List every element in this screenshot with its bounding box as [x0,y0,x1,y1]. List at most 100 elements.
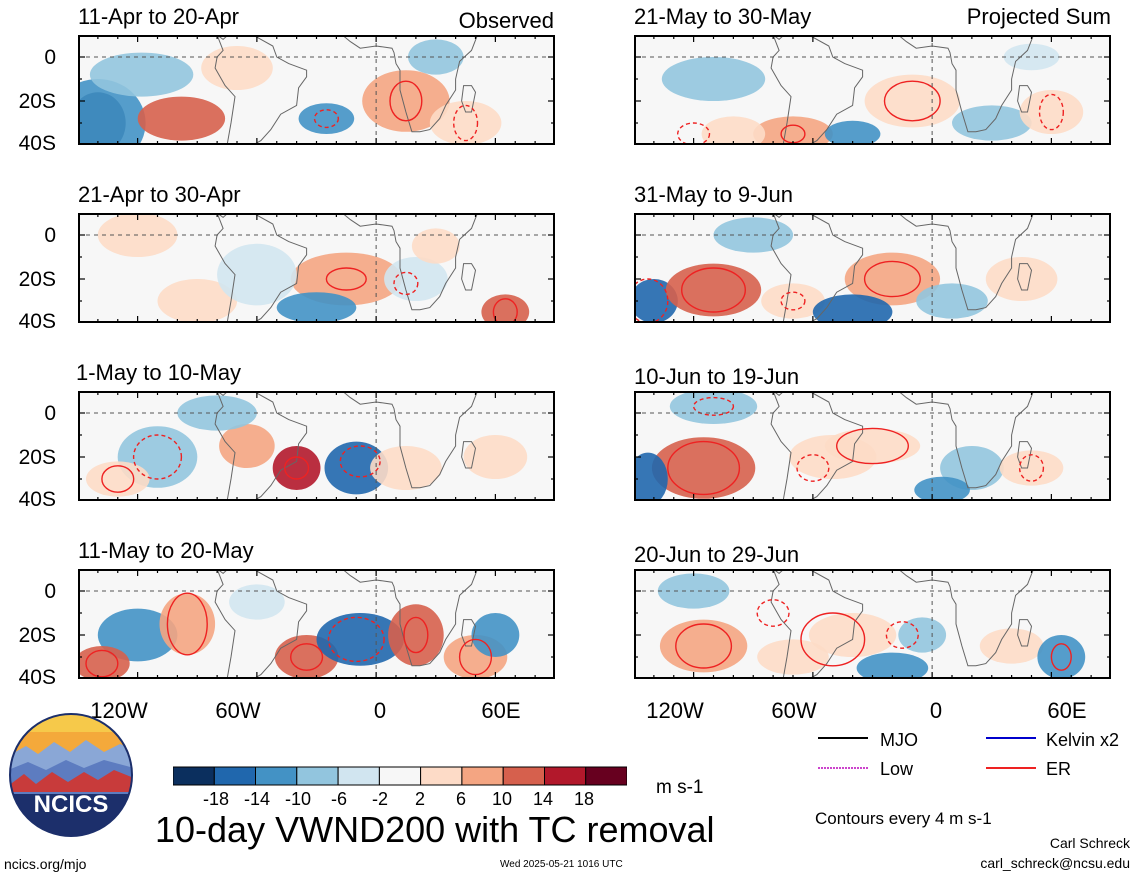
legend-label-er: ER [1046,759,1072,779]
ytick-20s: 20S [18,624,56,647]
africa-outline [897,569,1035,667]
colorbar-label: -2 [371,789,388,809]
er-contour [634,278,669,323]
er-contour [284,456,310,480]
ytick-40s: 40S [18,310,56,333]
anomaly-shading [97,608,178,662]
anomaly-shading [384,257,448,301]
panel-title-obs-1: 11-Apr to 20-Apr [78,4,240,29]
er-contour [800,612,866,667]
er-contour [681,267,746,313]
anomaly-shading [86,461,150,497]
south-america-outline [214,391,308,501]
anomaly-shading [388,604,444,666]
map-proj-3 [634,391,1111,501]
anomaly-shading [1019,90,1084,134]
madagascar-outline [461,619,477,647]
er-contour [1038,93,1064,131]
anomaly-shading [229,584,285,620]
legend-label-kelvin: Kelvin x2 [1046,730,1120,750]
madagascar-outline [461,263,477,291]
anomaly-shading [362,70,450,132]
africa-outline [897,391,1035,489]
xtick-0: 0 [929,698,943,723]
south-america-outline [770,35,864,145]
panel-title-proj-3: 10-Jun to 19-Jun [634,364,800,389]
timestamp: Wed 2025-05-21 1016 UTC [500,859,623,870]
panel-title-proj-1: 21-May to 30-May [634,4,812,29]
colorbar-label: 14 [532,789,554,809]
colorbar-label: 6 [455,789,466,809]
credit-name: Carl Schreck [1049,835,1130,851]
er-contour [453,104,479,142]
africa-outline [897,213,1035,311]
south-america-outline [770,213,864,323]
site-url: ncics.org/mjo [4,856,87,872]
observed-label: Observed [458,8,554,33]
legend-line-kelvin [986,737,1036,739]
er-contour [667,440,741,496]
anomaly-shading [898,617,947,653]
units-label: m s-1 [656,777,704,798]
er-contour [85,649,119,678]
anomaly-shading [272,446,321,490]
colorbar-swatch [502,766,546,786]
ytick-20s: 20S [18,90,56,113]
south-america-outline [214,213,308,323]
ytick-40s: 40S [18,132,56,155]
anomaly-shading [201,46,273,90]
ytick-0: 0 [44,224,56,247]
legend-label-low: Low [880,759,914,779]
africa-outline [341,213,479,311]
logo-text: NCICS [33,791,109,818]
map-obs-2 [78,213,555,323]
ncics-logo [9,713,133,837]
south-america-outline [214,569,308,679]
south-america-outline [770,391,864,501]
anomaly-shading [701,116,766,145]
projected-sum-label: Projected Sum [966,4,1111,29]
panel-title-obs-3: 1-May to 10-May [76,360,242,385]
ytick-0: 0 [44,402,56,425]
anomaly-shading [824,120,881,145]
anomaly-shading [1003,43,1060,71]
map-proj-4 [634,569,1111,679]
xtick-0: 0 [373,698,387,723]
er-contour [325,267,367,291]
colorbar-label: -10 [284,789,311,809]
anomaly-shading [1037,635,1086,679]
map-obs-1 [78,35,555,145]
south-america-outline [770,569,864,679]
er-contour [1050,643,1072,671]
legend-line-mjo [818,737,868,739]
south-america-outline [214,35,308,145]
anomaly-shading [985,257,1058,301]
anomaly-shading [219,424,275,468]
colorbar-swatch [213,766,257,786]
madagascar-outline [1017,619,1033,647]
anomaly-shading [824,428,921,464]
map-obs-4 [78,569,555,679]
colorbar-label: 10 [491,789,513,809]
colorbar-swatch [461,766,504,786]
anomaly-shading [659,619,748,673]
colorbar-swatch [420,766,463,786]
er-contour [756,599,790,627]
africa-outline [897,35,1035,133]
madagascar-outline [461,441,477,469]
er-contour [796,454,830,482]
anomaly-shading [429,101,502,145]
legend-line-low [818,767,868,769]
anomaly-shading [276,292,357,323]
er-contour [313,109,339,129]
main-title: 10-day VWND200 with TC removal [155,809,715,850]
panel-title-obs-2: 21-Apr to 30-Apr [78,182,241,207]
anomaly-shading [914,476,970,501]
er-contour [885,621,919,649]
anomaly-shading [999,450,1064,486]
er-contour [458,638,493,676]
anomaly-shading [290,252,402,306]
colorbar-label: -18 [202,789,229,809]
anomaly-shading [316,613,404,666]
colorbar-label: -14 [243,789,270,809]
